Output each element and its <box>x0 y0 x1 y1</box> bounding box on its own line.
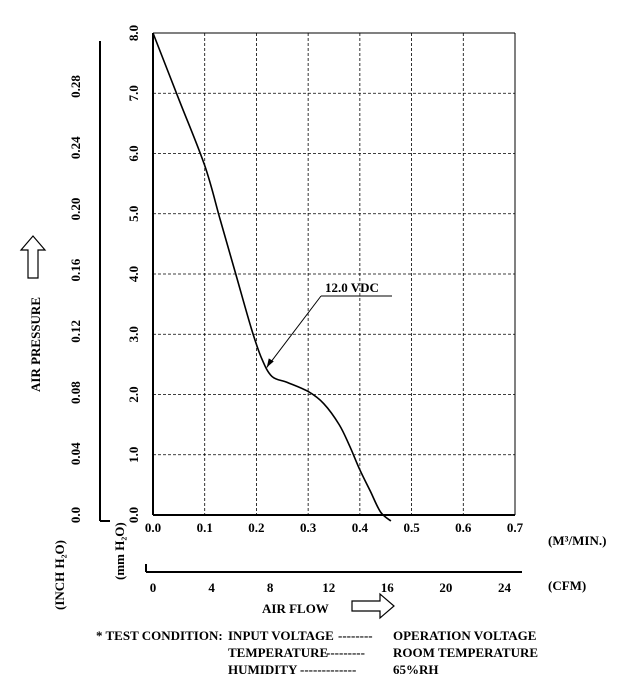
annotation-label: 12.0 VDC <box>325 280 379 295</box>
grid-lines <box>153 33 515 515</box>
condition-dashes: --------- <box>326 645 365 660</box>
x-tick-label: 0.3 <box>300 520 317 535</box>
series-line <box>152 32 392 522</box>
y-tick-label: 0.0 <box>126 507 141 523</box>
annotation-leader <box>266 295 322 368</box>
x-secondary-tick-label: 24 <box>498 580 512 595</box>
annotation-arrowhead-icon <box>266 358 274 368</box>
x-tick-label: 0.4 <box>352 520 369 535</box>
y-secondary-tick-label: 0.16 <box>68 258 83 281</box>
test-condition: * TEST CONDITION: INPUT VOLTAGE --------… <box>0 624 642 690</box>
condition-dashes: -------- <box>338 628 373 643</box>
y-secondary-axis <box>99 41 110 522</box>
y-tick-labels: 0.0 1.0 2.0 3.0 4.0 5.0 6.0 7.0 8.0 <box>126 25 141 523</box>
y-axis-arrow-icon <box>19 235 47 279</box>
curves <box>152 32 392 522</box>
x-axis-arrow-icon <box>351 592 395 620</box>
y-secondary-tick-label: 0.12 <box>68 320 83 343</box>
x-secondary-tick-label: 20 <box>439 580 452 595</box>
x-tick-label: 0.2 <box>248 520 264 535</box>
annotations: 12.0 VDC <box>266 280 392 368</box>
x-secondary-axis: 0 4 8 12 16 20 24 <box>145 564 522 595</box>
x-tick-label: 0.6 <box>455 520 472 535</box>
y-tick-label: 2.0 <box>126 386 141 402</box>
y-tick-label: 1.0 <box>126 447 141 463</box>
condition-label: HUMIDITY <box>228 662 298 677</box>
y-axis-label: AIR PRESSURE <box>28 297 43 392</box>
y-secondary-tick-label: 0.08 <box>68 381 83 404</box>
x-unit-secondary: (CFM) <box>548 578 586 593</box>
condition-value: OPERATION VOLTAGE <box>393 628 537 643</box>
x-secondary-tick-label: 0 <box>150 580 157 595</box>
y-secondary-tick-label: 0.20 <box>68 198 83 221</box>
x-secondary-tick-label: 12 <box>322 580 335 595</box>
y-tick-label: 8.0 <box>126 25 141 41</box>
y-tick-label: 7.0 <box>126 85 141 101</box>
y-secondary-tick-label: 0.04 <box>68 442 83 465</box>
y-secondary-tick-label: 0.28 <box>68 75 83 98</box>
condition-value: ROOM TEMPERATURE <box>393 645 539 660</box>
x-tick-labels: 0.0 0.1 0.2 0.3 0.4 0.5 0.6 0.7 <box>145 520 524 535</box>
y-unit-primary: (mm H₂O) <box>112 522 127 580</box>
x-tick-label: 0.7 <box>507 520 524 535</box>
x-secondary-tick-label: 4 <box>208 580 215 595</box>
x-secondary-tick-label: 8 <box>267 580 274 595</box>
condition-dashes: ------------- <box>300 662 357 677</box>
x-unit-primary: (M³/MIN.) <box>548 533 606 548</box>
y-tick-label: 5.0 <box>126 206 141 222</box>
x-tick-label: 0.5 <box>403 520 420 535</box>
y-secondary-tick-label: 0.0 <box>68 507 83 523</box>
x-tick-label: 0.0 <box>145 520 161 535</box>
y-tick-label: 6.0 <box>126 145 141 161</box>
x-secondary-tick-label: 16 <box>381 580 395 595</box>
condition-value: 65%RH <box>393 662 439 677</box>
plot-frame <box>152 32 516 516</box>
condition-label: INPUT VOLTAGE <box>228 628 334 643</box>
y-secondary-tick-labels: 0.0 0.04 0.08 0.12 0.16 0.20 0.24 0.28 <box>68 75 83 523</box>
condition-label: TEMPERATURE <box>228 645 329 660</box>
x-axis-label: AIR FLOW <box>262 601 329 616</box>
y-secondary-tick-label: 0.24 <box>68 136 83 159</box>
test-condition-prefix: * TEST CONDITION: <box>96 628 223 643</box>
y-tick-label: 3.0 <box>126 326 141 342</box>
x-tick-label: 0.1 <box>197 520 213 535</box>
y-tick-label: 4.0 <box>126 266 141 282</box>
y-unit-secondary: (INCH H₂O) <box>52 540 67 610</box>
